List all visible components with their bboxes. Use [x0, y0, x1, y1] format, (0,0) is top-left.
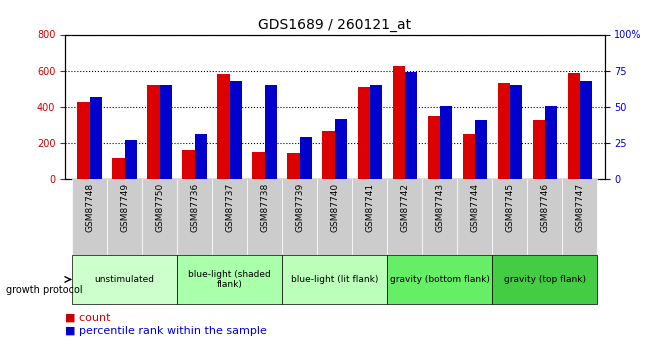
- Text: GSM87746: GSM87746: [540, 183, 549, 232]
- Bar: [77, 101, 90, 179]
- Text: blue-light (lit flank): blue-light (lit flank): [291, 275, 378, 284]
- Bar: [194, 135, 207, 179]
- FancyBboxPatch shape: [458, 179, 493, 255]
- Bar: [358, 87, 370, 179]
- Bar: [183, 149, 194, 179]
- FancyBboxPatch shape: [387, 255, 493, 304]
- Bar: [300, 137, 312, 179]
- Bar: [252, 152, 265, 179]
- FancyBboxPatch shape: [212, 179, 247, 255]
- Text: GSM87748: GSM87748: [85, 183, 94, 232]
- FancyBboxPatch shape: [247, 179, 282, 255]
- Bar: [125, 140, 136, 179]
- Text: gravity (top flank): gravity (top flank): [504, 275, 586, 284]
- FancyBboxPatch shape: [493, 255, 597, 304]
- FancyBboxPatch shape: [177, 179, 212, 255]
- FancyBboxPatch shape: [493, 179, 527, 255]
- Bar: [217, 74, 229, 179]
- Bar: [229, 81, 242, 179]
- Bar: [510, 85, 522, 179]
- FancyBboxPatch shape: [422, 179, 458, 255]
- Text: GSM87740: GSM87740: [330, 183, 339, 232]
- FancyBboxPatch shape: [317, 179, 352, 255]
- Text: blue-light (shaded
flank): blue-light (shaded flank): [188, 270, 271, 289]
- Text: unstimulated: unstimulated: [94, 275, 155, 284]
- Text: ■ percentile rank within the sample: ■ percentile rank within the sample: [65, 326, 267, 336]
- FancyBboxPatch shape: [562, 179, 597, 255]
- Bar: [580, 81, 592, 179]
- Text: gravity (bottom flank): gravity (bottom flank): [390, 275, 490, 284]
- Text: GSM87736: GSM87736: [190, 183, 199, 233]
- Bar: [463, 135, 475, 179]
- FancyBboxPatch shape: [177, 255, 282, 304]
- Bar: [148, 85, 160, 179]
- FancyBboxPatch shape: [387, 179, 422, 255]
- Text: GSM87743: GSM87743: [436, 183, 445, 232]
- Bar: [90, 97, 102, 179]
- Text: growth protocol: growth protocol: [6, 285, 83, 295]
- FancyBboxPatch shape: [352, 179, 387, 255]
- Bar: [322, 131, 335, 179]
- Title: GDS1689 / 260121_at: GDS1689 / 260121_at: [258, 18, 411, 32]
- Text: GSM87738: GSM87738: [260, 183, 269, 233]
- Bar: [393, 66, 405, 179]
- Text: GSM87742: GSM87742: [400, 183, 410, 232]
- FancyBboxPatch shape: [72, 255, 177, 304]
- Bar: [533, 120, 545, 179]
- Text: GSM87739: GSM87739: [295, 183, 304, 233]
- FancyBboxPatch shape: [142, 179, 177, 255]
- Text: GSM87749: GSM87749: [120, 183, 129, 232]
- FancyBboxPatch shape: [527, 179, 562, 255]
- Bar: [498, 83, 510, 179]
- Text: GSM87750: GSM87750: [155, 183, 164, 233]
- FancyBboxPatch shape: [107, 179, 142, 255]
- Bar: [160, 85, 172, 179]
- Text: GSM87747: GSM87747: [575, 183, 584, 232]
- FancyBboxPatch shape: [282, 179, 317, 255]
- Bar: [428, 116, 440, 179]
- Bar: [287, 153, 300, 179]
- Bar: [567, 73, 580, 179]
- Bar: [440, 106, 452, 179]
- Bar: [405, 72, 417, 179]
- Text: GSM87745: GSM87745: [506, 183, 514, 232]
- Text: GSM87741: GSM87741: [365, 183, 374, 232]
- Bar: [112, 158, 125, 179]
- Text: GSM87744: GSM87744: [471, 183, 480, 232]
- Bar: [370, 85, 382, 179]
- Text: GSM87737: GSM87737: [225, 183, 234, 233]
- Bar: [475, 120, 487, 179]
- Bar: [335, 119, 347, 179]
- Bar: [545, 106, 557, 179]
- FancyBboxPatch shape: [282, 255, 387, 304]
- FancyBboxPatch shape: [72, 179, 107, 255]
- Bar: [265, 85, 277, 179]
- Text: ■ count: ■ count: [65, 313, 110, 322]
